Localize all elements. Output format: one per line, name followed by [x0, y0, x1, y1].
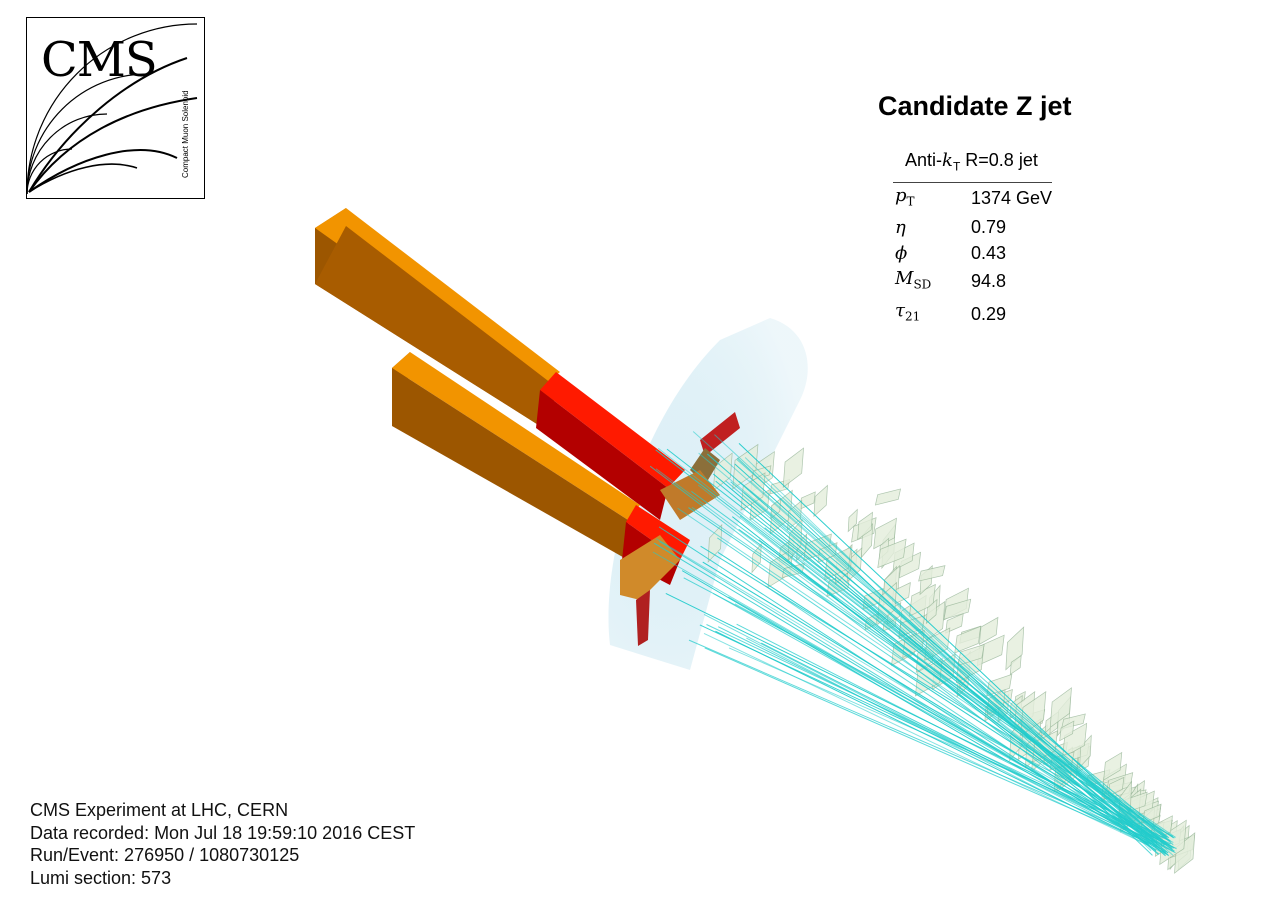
muon-hit: [873, 517, 897, 550]
track: [697, 484, 1164, 850]
track: [725, 480, 1152, 838]
track: [688, 639, 1166, 847]
cms-logo: CMS Compact Muon Solenoid: [26, 17, 205, 199]
track: [744, 457, 1152, 852]
muon-hit: [813, 484, 828, 518]
jet-info-table: Anti-kT R=0.8 jet pT 1374 GeV η 0.79 ϕ 0…: [893, 148, 1053, 330]
header-prefix: Anti-: [905, 150, 943, 170]
muon-hit: [978, 616, 999, 645]
pt-value: 1374 GeV: [971, 188, 1053, 209]
track: [649, 465, 1160, 855]
jet-table-header-row: Anti-kT R=0.8 jet: [893, 148, 1053, 184]
pt-sub: T: [906, 194, 915, 209]
muon-hit: [877, 538, 907, 569]
experiment-line: CMS Experiment at LHC, CERN: [30, 800, 289, 820]
track: [703, 632, 1153, 848]
tau-symbol: τ: [895, 300, 905, 322]
ecal-clusters: [620, 412, 740, 646]
tau-sub: 21: [904, 309, 921, 324]
header-sub: T: [952, 159, 961, 174]
muon-hit: [847, 508, 858, 533]
jet-row-pt: pT 1374 GeV: [893, 183, 1052, 216]
track: [702, 561, 1167, 846]
muon-hit: [1174, 832, 1196, 874]
track: [688, 507, 1174, 839]
muon-hit: [1049, 687, 1072, 729]
muon-hit: [898, 551, 922, 579]
track: [715, 480, 1169, 854]
track: [746, 637, 1166, 855]
muon-hit: [782, 447, 804, 488]
header-suffix: R=0.8 jet: [960, 150, 1038, 170]
run-event-line: Run/Event: 276950 / 1080730125: [30, 845, 300, 865]
track: [703, 614, 1166, 852]
ecal-tower-upper: [536, 372, 685, 520]
track: [713, 593, 1163, 845]
jet-row-eta: η 0.79: [893, 215, 1052, 241]
cms-logo-text: CMS: [41, 32, 158, 88]
track: [738, 480, 1170, 839]
track: [738, 442, 1165, 846]
muon-hit: [915, 658, 943, 697]
muon-hit: [799, 491, 816, 510]
muon-hit: [1005, 626, 1025, 671]
muon-hit: [918, 565, 946, 582]
muon-hit: [1059, 720, 1075, 742]
track: [698, 452, 1172, 849]
header-k: k: [942, 150, 953, 171]
muon-hit: [943, 598, 972, 620]
track: [653, 542, 1167, 853]
eta-symbol: η: [895, 217, 906, 239]
cms-logo-subtitle: Compact Muon Solenoid: [181, 90, 190, 178]
jet-table-header: Anti-kT R=0.8 jet: [893, 148, 1053, 184]
lumi-line: Lumi section: 573: [30, 867, 172, 888]
muon-hit: [1079, 734, 1092, 769]
jet-row-phi: ϕ 0.43: [893, 241, 1052, 267]
phi-value: 0.43: [971, 242, 1007, 263]
muon-hit: [787, 499, 803, 531]
charged-tracks: [649, 431, 1177, 857]
track: [734, 603, 1170, 845]
track: [749, 516, 1173, 850]
msd-symbol: M: [895, 268, 914, 290]
muon-hit: [925, 598, 938, 625]
recorded-line: Data recorded: Mon Jul 18 19:59:10 2016 …: [30, 822, 416, 843]
muon-hit: [1103, 751, 1123, 781]
jet-row-msd: MSD 94.8: [893, 266, 1052, 298]
msd-value: 94.8: [971, 271, 1007, 292]
candidate-title: Candidate Z jet: [878, 91, 1072, 121]
muon-hit: [957, 643, 985, 666]
eta-value: 0.79: [971, 217, 1007, 238]
cms-logo-graphic: [27, 23, 198, 195]
track: [713, 473, 1169, 856]
msd-sub: SD: [913, 277, 932, 292]
muon-hit: [874, 488, 902, 506]
track: [691, 490, 1172, 842]
tau21-value: 0.29: [971, 303, 1007, 324]
muon-hit: [857, 511, 873, 541]
track: [666, 448, 1167, 838]
hcal-tower-lower: [392, 352, 640, 560]
muon-hit: [751, 542, 762, 574]
jet-row-tau21: τ21 0.29: [893, 298, 1052, 330]
pt-symbol: p: [895, 185, 907, 207]
track: [717, 551, 1175, 849]
track: [681, 570, 1168, 855]
muon-hit: [1009, 654, 1022, 676]
track: [736, 459, 1161, 838]
track: [717, 626, 1176, 854]
phi-symbol: ϕ: [895, 242, 908, 264]
hcal-tower-upper: [315, 208, 560, 426]
event-info-footer: CMS Experiment at LHC, CERN Data recorde…: [30, 799, 415, 889]
